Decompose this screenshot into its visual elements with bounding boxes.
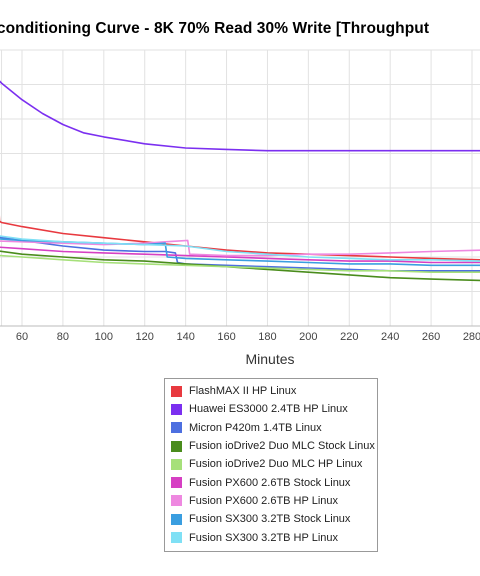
legend-label: Micron P420m 1.4TB Linux: [189, 421, 322, 434]
grid-layer: [0, 49, 480, 327]
legend-swatch: [171, 403, 182, 415]
series-line-4: [0, 254, 480, 274]
x-tick-label: 160: [217, 331, 235, 343]
chart-legend: FlashMAX II HP Linux Huawei ES3000 2.4TB …: [164, 378, 378, 552]
legend-item[interactable]: Micron P420m 1.4TB Linux: [165, 419, 377, 437]
legend-label: Fusion SX300 3.2TB Stock Linux: [189, 513, 351, 526]
x-tick-label: 240: [381, 331, 399, 343]
x-tick-label: 80: [57, 331, 69, 343]
legend-item[interactable]: FlashMAX II HP Linux: [165, 382, 377, 400]
legend-label: Fusion ioDrive2 Duo MLC Stock Linux: [189, 440, 375, 453]
series-line-0: [0, 215, 480, 261]
legend-swatch: [171, 440, 182, 452]
x-tick-labels: 60 80 100 120 140 160 180 200 220 240 260 280: [16, 331, 480, 343]
x-tick-label: 60: [16, 331, 28, 343]
series-line-5: [0, 246, 480, 264]
x-tick-label: 120: [136, 331, 154, 343]
x-tick-label: 200: [299, 331, 317, 343]
legend-item[interactable]: Fusion PX600 2.6TB Stock Linux: [165, 473, 377, 491]
legend-swatch: [171, 532, 182, 544]
x-tick-label: 180: [258, 331, 276, 343]
x-tick-label: 100: [95, 331, 113, 343]
legend-item[interactable]: Fusion PX600 2.6TB HP Linux: [165, 492, 377, 510]
chart-title: reconditioning Curve - 8K 70% Read 30% W…: [0, 20, 430, 37]
legend-item[interactable]: Fusion SX300 3.2TB Stock Linux: [165, 510, 377, 528]
legend-label: Fusion SX300 3.2TB HP Linux: [189, 531, 338, 544]
legend-item[interactable]: Fusion ioDrive2 Duo MLC Stock Linux: [165, 437, 377, 455]
x-tick-label: 260: [422, 331, 440, 343]
x-tick-label: 140: [176, 331, 194, 343]
legend-item[interactable]: Huawei ES3000 2.4TB HP Linux: [165, 400, 377, 418]
legend-swatch: [171, 385, 182, 397]
legend-item[interactable]: Fusion ioDrive2 Duo MLC HP Linux: [165, 455, 377, 473]
series-layer: [0, 80, 480, 282]
series-line-8: [0, 235, 480, 262]
legend-label: Fusion PX600 2.6TB Stock Linux: [189, 476, 351, 489]
legend-label: Fusion ioDrive2 Duo MLC HP Linux: [189, 458, 363, 471]
series-line-1: [0, 80, 480, 152]
legend-swatch: [171, 477, 182, 489]
x-tick-label: 220: [340, 331, 358, 343]
series-line-6: [0, 239, 480, 257]
legend-swatch: [171, 458, 182, 470]
legend-swatch: [171, 422, 182, 434]
legend-label: Fusion PX600 2.6TB HP Linux: [189, 494, 338, 507]
legend-swatch: [171, 513, 182, 525]
legend-label: Huawei ES3000 2.4TB HP Linux: [189, 403, 348, 416]
x-tick-label: 280: [463, 331, 480, 343]
legend-label: FlashMAX II HP Linux: [189, 385, 297, 398]
x-axis-label: Minutes: [245, 351, 294, 367]
legend-item[interactable]: Fusion SX300 3.2TB HP Linux: [165, 528, 377, 546]
legend-swatch: [171, 495, 182, 507]
